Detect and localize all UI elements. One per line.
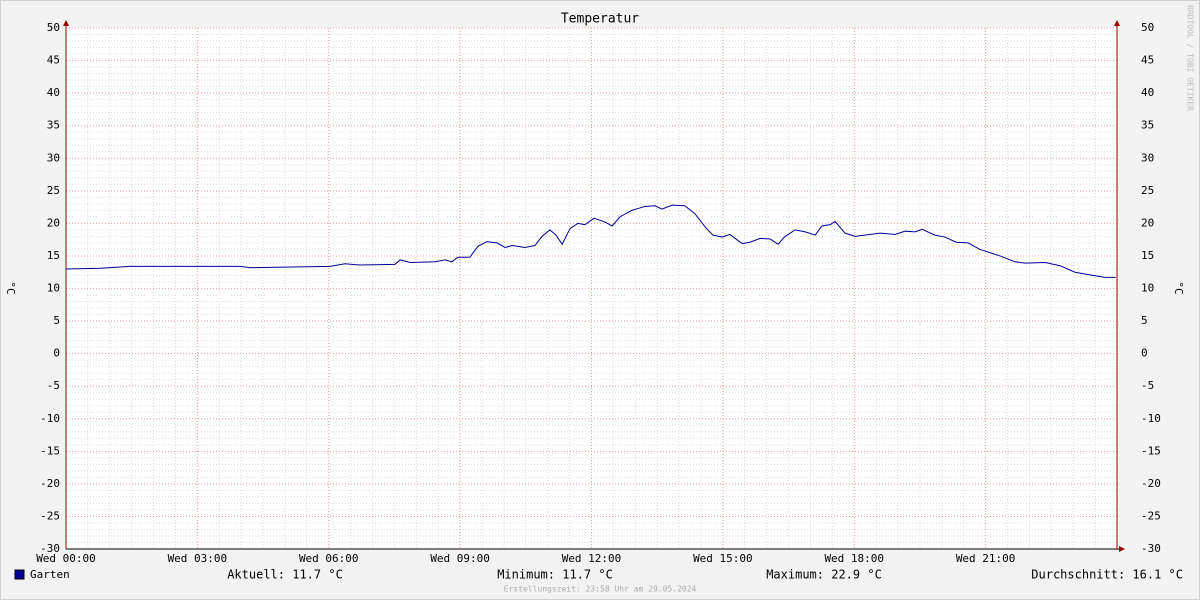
stat: Aktuell: 11.7 °C — [227, 568, 343, 582]
watermark: RRDTOOL / TOBI OETIKER — [1186, 5, 1195, 111]
y2-tick-label: 20 — [1141, 216, 1154, 229]
y-tick-label: 30 — [47, 151, 60, 164]
x-tick-label: Wed 12:00 — [562, 552, 622, 565]
data-line — [65, 204, 1116, 278]
x-tick-label: Wed 21:00 — [956, 552, 1016, 565]
y-tick-label: 5 — [53, 314, 60, 327]
y-axis-label: °C — [4, 281, 17, 294]
y2-tick-label: 10 — [1141, 282, 1154, 295]
arrow — [63, 20, 69, 26]
y2-tick-label: 5 — [1141, 314, 1148, 327]
footer: Erstellungszeit: 23:58 Uhr am 29.05.2024 — [504, 585, 697, 594]
arrow — [1119, 546, 1125, 552]
y2-tick-label: 25 — [1141, 184, 1154, 197]
y-tick-label: -10 — [40, 412, 60, 425]
stat: Maximum: 22.9 °C — [766, 568, 882, 582]
y2-tick-label: -25 — [1141, 509, 1161, 522]
x-tick-label: Wed 00:00 — [36, 552, 96, 565]
y2-tick-label: 50 — [1141, 21, 1154, 34]
y2-axis-label: °C — [1172, 281, 1185, 294]
y-tick-label: -20 — [40, 477, 60, 490]
y-tick-label: -15 — [40, 444, 60, 457]
x-tick-label: Wed 15:00 — [693, 552, 753, 565]
y-tick-label: -30 — [40, 542, 60, 555]
y-tick-label: 45 — [47, 54, 60, 67]
y2-tick-label: 30 — [1141, 151, 1154, 164]
x-tick-label: Wed 03:00 — [168, 552, 228, 565]
y2-tick-label: 40 — [1141, 86, 1154, 99]
arrow — [1114, 20, 1120, 26]
y-tick-label: 0 — [53, 347, 60, 360]
y2-tick-label: -5 — [1141, 379, 1154, 392]
legend-entry: Garten — [30, 568, 70, 581]
chart-title: Temperatur — [561, 12, 639, 27]
x-tick-label: Wed 06:00 — [299, 552, 359, 565]
y-tick-label: 25 — [47, 184, 60, 197]
y2-tick-label: -15 — [1141, 444, 1161, 457]
y-tick-label: 50 — [47, 21, 60, 34]
y2-tick-label: 45 — [1141, 54, 1154, 67]
y-tick-label: -25 — [40, 509, 60, 522]
legend-swatch — [14, 569, 25, 580]
y-tick-label: 15 — [47, 249, 60, 262]
y-tick-label: 10 — [47, 282, 60, 295]
y-tick-label: 40 — [47, 86, 60, 99]
y2-tick-label: 15 — [1141, 249, 1154, 262]
y-tick-label: 35 — [47, 119, 60, 132]
y2-tick-label: 0 — [1141, 347, 1148, 360]
y2-tick-label: 35 — [1141, 119, 1154, 132]
stat: Durchschnitt: 16.1 °C — [1031, 568, 1183, 582]
x-tick-label: Wed 18:00 — [824, 552, 884, 565]
x-tick-label: Wed 09:00 — [430, 552, 490, 565]
y-tick-label: -5 — [47, 379, 60, 392]
y2-tick-label: -10 — [1141, 412, 1161, 425]
y2-tick-label: -30 — [1141, 542, 1161, 555]
y2-tick-label: -20 — [1141, 477, 1161, 490]
y-tick-label: 20 — [47, 216, 60, 229]
stat: Minimum: 11.7 °C — [497, 568, 613, 582]
